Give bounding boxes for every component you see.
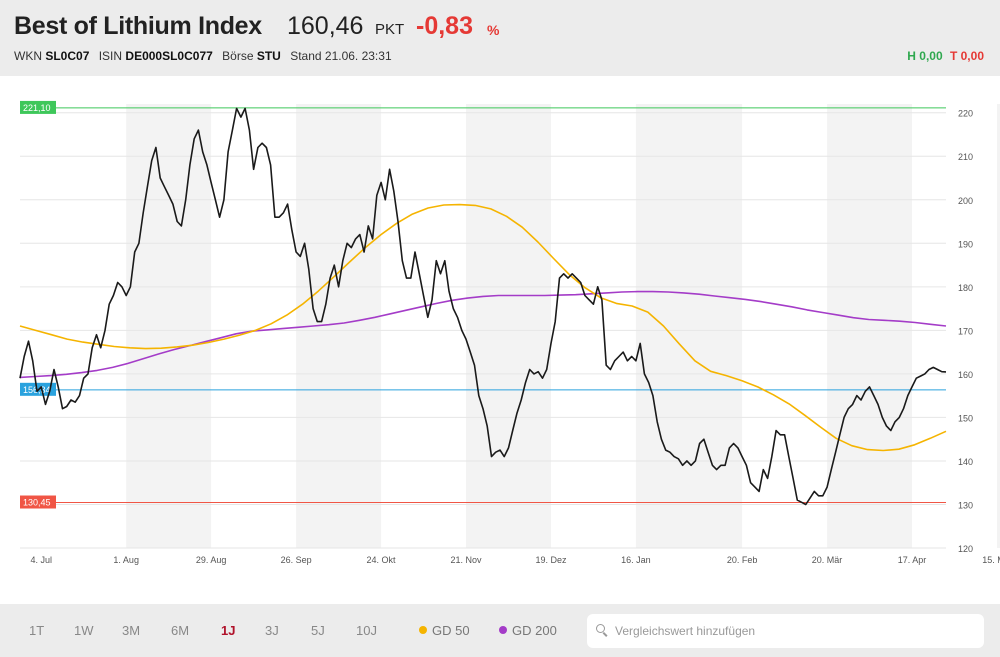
range-button-10j[interactable]: 10J <box>356 623 377 638</box>
band-1 <box>126 104 212 548</box>
reference-label-0: 221,10 <box>23 103 51 113</box>
chart-area[interactable]: 120 130 140 150 160 170 180 190 200 210 220 221,10 1… <box>0 96 1000 580</box>
low-value: T 0,00 <box>949 49 984 63</box>
series-gd-50 <box>19 203 947 452</box>
price-chart[interactable]: 120 130 140 150 160 170 180 190 200 210 220 221,10 1… <box>0 96 1000 580</box>
y-tick-label: 120 <box>958 544 973 554</box>
x-tick-label: 26. Sep <box>281 555 312 565</box>
range-button-3m[interactable]: 3M <box>122 623 141 638</box>
band-5 <box>466 104 551 548</box>
y-tick-label: 150 <box>958 413 973 423</box>
reference-label-box-0 <box>20 100 56 114</box>
band-11 <box>996 104 1000 548</box>
footer-toolbar: 1T 1W 3M 6M 1J 3J 5J 10J GD 50 GD 200 <box>0 604 1000 657</box>
stand-label: Stand <box>290 49 322 63</box>
series-price <box>19 107 947 506</box>
y-tick-label: 140 <box>958 457 973 467</box>
x-tick-label: 15. Mai <box>982 555 1000 565</box>
compare-search[interactable] <box>587 614 984 648</box>
magnifier-icon <box>596 624 605 633</box>
isin-label: ISIN <box>98 49 123 63</box>
range-button-1t[interactable]: 1T <box>29 623 45 638</box>
isin-value: DE000SL0C077 <box>125 49 213 63</box>
range-button-6m[interactable]: 6M <box>171 623 190 638</box>
y-tick-label: 160 <box>958 370 973 380</box>
header-bar: Best of Lithium Index 160,46 PKT -0,83 %… <box>0 0 1000 76</box>
high-value: H 0,00 <box>907 49 943 63</box>
range-button-1w[interactable]: 1W <box>74 623 94 638</box>
security-meta: WKN SL0C07 ISIN DE000SL0C077 Börse STU S… <box>14 49 392 63</box>
x-tick-label: 16. Jan <box>621 555 651 565</box>
x-tick-label: 24. Okt <box>367 555 397 565</box>
y-tick-label: 180 <box>958 283 973 293</box>
indicator-gd50[interactable]: GD 50 <box>419 623 470 638</box>
range-button-1j[interactable]: 1J <box>221 623 236 638</box>
x-tick-label: 21. Nov <box>450 555 482 565</box>
x-tick-label: 20. Feb <box>727 555 758 565</box>
band-7 <box>635 104 743 548</box>
x-tick-label: 29. Aug <box>196 555 227 565</box>
band-9 <box>827 104 913 548</box>
y-tick-label: 190 <box>958 239 973 249</box>
x-tick-label: 20. Mär <box>812 555 843 565</box>
y-tick-label: 130 <box>958 500 973 510</box>
y-tick-label: 200 <box>958 196 973 206</box>
exchange-value: STU <box>256 49 281 63</box>
high-low: H 0,00 T 0,00 <box>907 49 984 63</box>
range-button-3j[interactable]: 3J <box>265 623 279 638</box>
stand-value: 21.06. 23:31 <box>324 49 392 63</box>
reference-label-2: 130,45 <box>23 498 51 508</box>
x-tick-label: 4. Jul <box>30 555 52 565</box>
reference-label-box-2 <box>20 495 56 509</box>
wkn-label: WKN <box>14 49 42 63</box>
series-gd-200 <box>19 290 947 379</box>
x-tick-label: 19. Dez <box>535 555 567 565</box>
x-tick-label: 17. Apr <box>898 555 927 565</box>
wkn-value: SL0C07 <box>45 49 90 63</box>
y-tick-label: 170 <box>958 326 973 336</box>
gd200-dot-icon <box>499 626 507 634</box>
gd50-dot-icon <box>419 626 427 634</box>
compare-search-input[interactable] <box>615 614 975 648</box>
page-title: Best of Lithium Index <box>14 12 262 40</box>
indicator-gd50-label: GD 50 <box>432 623 470 638</box>
price-unit: PKT <box>375 21 405 38</box>
y-tick-label: 220 <box>958 109 973 119</box>
change-unit: % <box>487 22 500 38</box>
price-value: 160,46 <box>287 12 364 40</box>
x-tick-label: 1. Aug <box>113 555 139 565</box>
indicator-gd200[interactable]: GD 200 <box>499 623 557 638</box>
change-value: -0,83 <box>416 12 473 40</box>
range-button-5j[interactable]: 5J <box>311 623 325 638</box>
y-tick-label: 210 <box>958 152 973 162</box>
exchange-label: Börse <box>222 49 254 63</box>
indicator-gd200-label: GD 200 <box>512 623 557 638</box>
